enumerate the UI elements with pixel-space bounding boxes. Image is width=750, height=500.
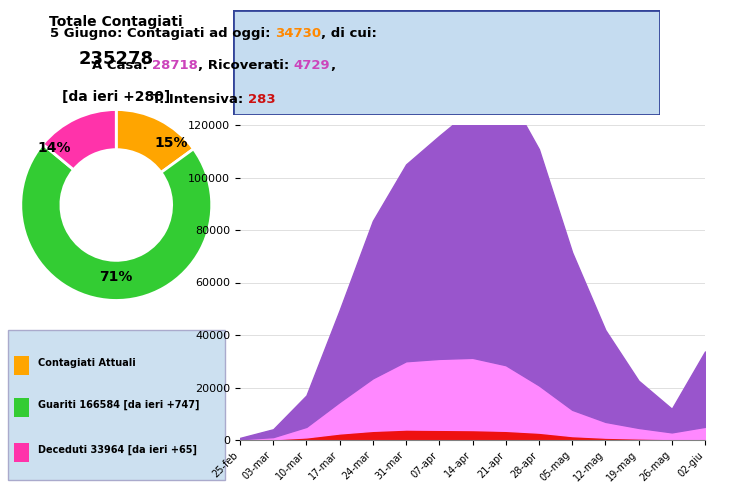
Text: A Casa:: A Casa: — [92, 59, 152, 72]
Bar — [14, 356, 29, 375]
Text: 15%: 15% — [154, 136, 188, 150]
Text: 4729: 4729 — [294, 59, 331, 72]
FancyBboxPatch shape — [8, 330, 225, 480]
Text: 28718: 28718 — [152, 59, 198, 72]
Text: 71%: 71% — [100, 270, 133, 283]
Text: 34730: 34730 — [275, 26, 321, 40]
FancyBboxPatch shape — [232, 10, 660, 115]
Text: 14%: 14% — [38, 140, 71, 154]
Text: Totale Contagiati: Totale Contagiati — [50, 15, 183, 29]
Text: 283: 283 — [248, 93, 275, 106]
Text: , Ricoverati:: , Ricoverati: — [198, 59, 294, 72]
Text: 5 Giugno: 5 Giugno — [50, 26, 117, 40]
Text: 235278: 235278 — [79, 50, 154, 68]
Text: T. Intensiva:: T. Intensiva: — [152, 93, 248, 106]
Text: [da ieri +280]: [da ieri +280] — [62, 90, 170, 104]
Bar — [14, 442, 29, 462]
Text: Guariti 166584 [da ieri +747]: Guariti 166584 [da ieri +747] — [38, 400, 200, 410]
Wedge shape — [116, 110, 194, 172]
Bar — [14, 398, 29, 417]
Text: Contagiati Attuali: Contagiati Attuali — [38, 358, 136, 368]
Text: : Contagiati ad oggi:: : Contagiati ad oggi: — [117, 26, 275, 40]
Wedge shape — [21, 144, 211, 300]
Text: Deceduti 33964 [da ieri +65]: Deceduti 33964 [da ieri +65] — [38, 445, 197, 455]
Text: , di cui:: , di cui: — [321, 26, 377, 40]
Wedge shape — [43, 110, 116, 170]
Text: ,: , — [331, 59, 336, 72]
